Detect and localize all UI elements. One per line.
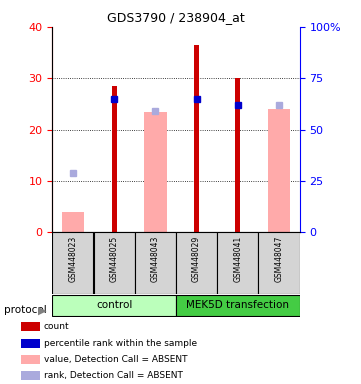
Bar bbox=[112, 86, 117, 232]
Text: GSM448047: GSM448047 bbox=[274, 235, 283, 282]
Bar bbox=[235, 78, 240, 232]
Text: GSM448041: GSM448041 bbox=[233, 235, 242, 281]
Bar bbox=[176, 295, 300, 316]
Text: GSM448029: GSM448029 bbox=[192, 235, 201, 281]
Text: GSM448043: GSM448043 bbox=[151, 235, 160, 282]
Bar bbox=[258, 232, 300, 294]
Bar bbox=[217, 232, 258, 294]
Text: GSM448023: GSM448023 bbox=[69, 235, 78, 281]
Bar bbox=[21, 355, 40, 364]
Bar bbox=[62, 212, 84, 232]
Bar bbox=[176, 232, 217, 294]
Text: ▶: ▶ bbox=[38, 305, 47, 315]
Text: percentile rank within the sample: percentile rank within the sample bbox=[44, 339, 197, 348]
Bar bbox=[268, 109, 290, 232]
Bar bbox=[21, 371, 40, 381]
Title: GDS3790 / 238904_at: GDS3790 / 238904_at bbox=[107, 11, 245, 24]
Text: value, Detection Call = ABSENT: value, Detection Call = ABSENT bbox=[44, 355, 187, 364]
Text: count: count bbox=[44, 323, 69, 331]
Text: control: control bbox=[96, 300, 132, 310]
Bar bbox=[144, 112, 167, 232]
Text: rank, Detection Call = ABSENT: rank, Detection Call = ABSENT bbox=[44, 371, 182, 380]
Bar bbox=[52, 295, 176, 316]
Bar bbox=[194, 45, 199, 232]
Text: protocol: protocol bbox=[4, 305, 46, 315]
Bar bbox=[93, 232, 135, 294]
Text: GSM448025: GSM448025 bbox=[110, 235, 119, 281]
Bar bbox=[21, 322, 40, 331]
Bar bbox=[135, 232, 176, 294]
Bar bbox=[52, 232, 93, 294]
Bar bbox=[21, 339, 40, 348]
Text: MEK5D transfection: MEK5D transfection bbox=[186, 300, 289, 310]
